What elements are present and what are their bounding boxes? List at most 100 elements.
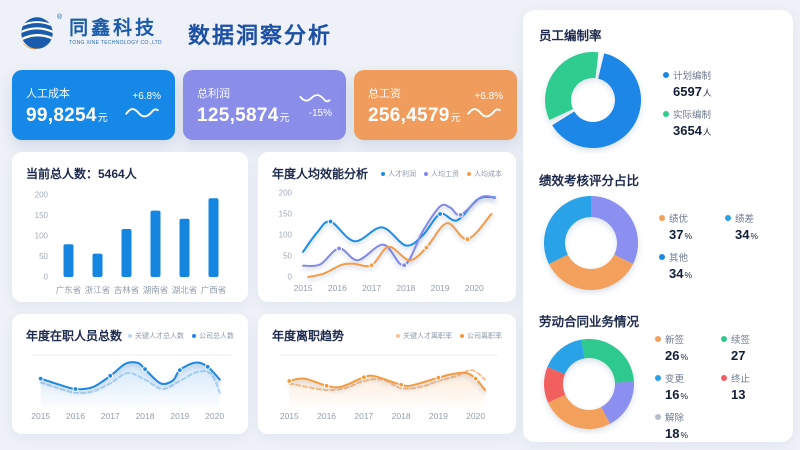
data-point xyxy=(398,381,405,388)
legend-value: 16% xyxy=(665,387,689,402)
data-point xyxy=(401,262,408,269)
legend-value: 34% xyxy=(735,226,759,242)
trend-wave-icon xyxy=(299,93,331,102)
legend-dot-icon xyxy=(128,333,132,338)
data-point xyxy=(336,245,342,252)
series-line xyxy=(302,195,496,253)
svg-text:2016: 2016 xyxy=(328,283,347,293)
legend-label: 实际编制 xyxy=(673,109,712,121)
data-point xyxy=(423,244,430,251)
kpi-label: 总利润 xyxy=(197,88,230,100)
svg-text:吉林省: 吉林省 xyxy=(114,285,140,295)
bar xyxy=(121,229,132,277)
legend-item[interactable]: 绩优 37% xyxy=(659,211,711,242)
performance-donut-chart xyxy=(539,191,643,300)
legend-value: 34% xyxy=(669,265,693,281)
chart-legend: 关键人才离职率 公司离职率 xyxy=(396,331,502,341)
donut-slice xyxy=(544,366,566,403)
card-title: 年度人均效能分析 xyxy=(272,167,369,181)
svg-text:广西省: 广西省 xyxy=(201,285,227,295)
legend-item[interactable]: 公司总人数 xyxy=(192,331,234,341)
section-title: 绩效考核评分占比 xyxy=(539,174,640,188)
legend-dot-icon xyxy=(659,214,665,221)
card-annual-headcount: 年度在职人员总数 关键人才总人数 公司总人数 2015 2016 2017 2018 20… xyxy=(12,314,248,434)
kpi-left: 总利润 125,5874元 xyxy=(197,85,290,125)
svg-text:150: 150 xyxy=(35,211,49,220)
donut-slice xyxy=(543,196,591,265)
legend-label: 续签 xyxy=(731,335,751,346)
legend-item[interactable]: 实际编制 3654人 xyxy=(663,107,711,138)
data-point xyxy=(435,374,442,381)
card-annual-efficiency: 年度人均效能分析 人才利润 人均工资 人均成本 0 50 100 150 200 2015 20… xyxy=(258,152,516,302)
legend-row: 计划编制 xyxy=(663,68,711,82)
svg-text:100: 100 xyxy=(279,231,293,240)
legend-label: 绩差 xyxy=(735,213,755,225)
bar xyxy=(179,218,190,277)
data-point xyxy=(323,382,330,389)
legend-dot-icon xyxy=(725,214,731,221)
legend-item[interactable]: 新签 26% xyxy=(655,332,707,363)
svg-text:2017: 2017 xyxy=(362,283,381,293)
legend-item[interactable]: 变更 16% xyxy=(655,371,707,402)
kpi-value: 256,4579元 xyxy=(368,106,461,125)
svg-text:0: 0 xyxy=(44,273,49,282)
series-line xyxy=(307,213,493,278)
series-line xyxy=(302,195,496,268)
legend-label: 解除 xyxy=(665,413,685,424)
svg-text:湖南省: 湖南省 xyxy=(143,285,169,295)
data-point xyxy=(176,367,183,374)
card-head: 年度离职趋势 关键人才离职率 公司离职率 xyxy=(272,327,502,344)
legend-label: 关键人才离职率 xyxy=(403,332,452,340)
kpi-trend: +6.8% xyxy=(465,91,503,119)
legend-item[interactable]: 计划编制 6597人 xyxy=(663,68,711,99)
legend-item[interactable]: 续签 27 xyxy=(721,332,773,363)
legend-item[interactable]: 人均成本 xyxy=(467,169,502,179)
legend-item[interactable]: 终止 13 xyxy=(721,371,773,402)
legend-dot-icon xyxy=(663,110,669,117)
page-title: 数据洞察分析 xyxy=(187,23,332,48)
legend-value-unit: % xyxy=(680,352,689,362)
legend-item[interactable]: 其他 34% xyxy=(659,250,711,281)
legend-item[interactable]: 公司离职率 xyxy=(460,331,502,341)
kpi-card-total-salary: 总工资 256,4579元 +6.8% xyxy=(354,70,517,140)
legend-dot-icon xyxy=(655,414,661,420)
data-point xyxy=(472,375,479,382)
legend-label: 关键人才总人数 xyxy=(135,332,184,340)
company-name: 同鑫科技 xyxy=(69,18,158,39)
svg-text:浙江省: 浙江省 xyxy=(85,285,111,295)
legend-item[interactable]: 解除 18% xyxy=(655,410,707,441)
bar xyxy=(92,253,103,277)
data-point xyxy=(368,262,375,269)
data-point xyxy=(457,211,464,218)
kpi-row: 人工成本 99,8254元 +6.8% 总利润 125,5874元 -15% 总… xyxy=(12,70,517,140)
legend-row: 变更 xyxy=(655,371,707,385)
donut-legend: 绩优 37% 绩差 34% 其他 34% xyxy=(659,211,777,281)
legend-item[interactable]: 关键人才总人数 xyxy=(128,331,184,341)
contract-donut-chart xyxy=(539,334,639,439)
legend-value: 13 xyxy=(731,387,746,402)
legend-item[interactable]: 人才利润 xyxy=(381,169,416,179)
legend-label: 变更 xyxy=(665,374,685,385)
donut-slice xyxy=(581,338,634,383)
legend-item[interactable]: 绩差 34% xyxy=(725,211,777,242)
legend-label: 人才利润 xyxy=(388,170,416,178)
svg-text:50: 50 xyxy=(39,252,48,261)
legend-label: 新签 xyxy=(665,335,685,346)
legend-dot-icon xyxy=(655,375,661,381)
donut-slice xyxy=(548,254,634,291)
svg-text:2019: 2019 xyxy=(170,411,189,421)
card-head: 年度在职人员总数 关键人才总人数 公司总人数 xyxy=(26,327,234,344)
kpi-value: 125,5874元 xyxy=(197,106,290,125)
turnover-line-chart: 2015 2016 2017 2018 2019 2020 xyxy=(272,347,502,428)
svg-text:200: 200 xyxy=(279,189,293,198)
registered-mark: ® xyxy=(57,14,63,21)
kpi-left: 人工成本 99,8254元 xyxy=(26,85,108,125)
legend-item[interactable]: 关键人才离职率 xyxy=(396,331,452,341)
legend-dot-icon xyxy=(467,171,471,176)
efficiency-line-chart: 0 50 100 150 200 2015 2016 2017 2018 2019 2020 xyxy=(272,185,502,300)
legend-item[interactable]: 人均工资 xyxy=(424,169,459,179)
logo-text: 同鑫科技 TONG XINE TECHNOLOGY CO.,LTD xyxy=(69,19,162,46)
legend-label: 计划编制 xyxy=(673,70,712,82)
svg-text:2015: 2015 xyxy=(280,411,299,421)
